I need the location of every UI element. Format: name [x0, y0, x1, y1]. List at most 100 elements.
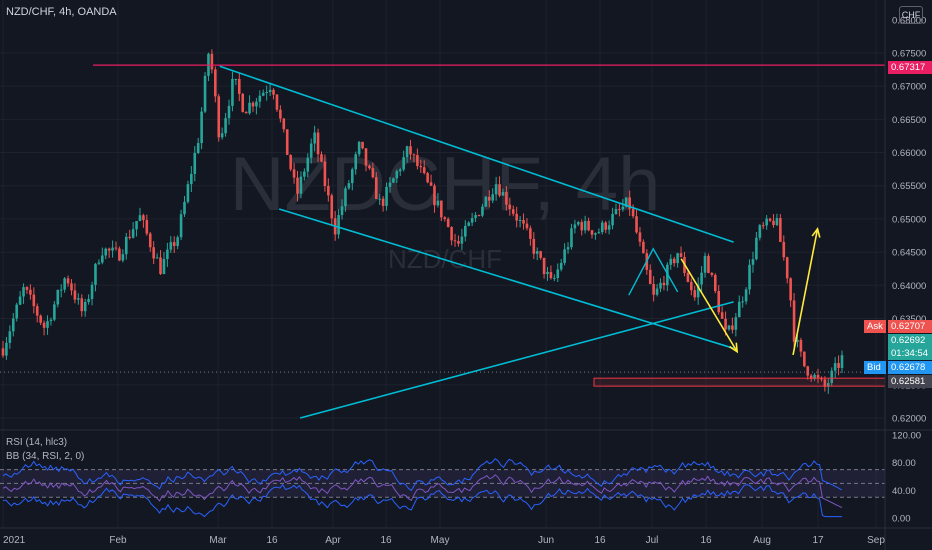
candle-body [806, 366, 810, 376]
candle-body [621, 206, 625, 210]
candle-body [577, 222, 580, 225]
ask-label: Ask [864, 320, 886, 333]
bid-label: Bid [864, 361, 886, 374]
candle-body [90, 284, 94, 299]
candle-body [775, 218, 779, 226]
candle-body [142, 215, 145, 221]
candle-body [405, 146, 409, 158]
candle-body [381, 198, 385, 206]
candle-body [327, 185, 330, 196]
candle-body [361, 141, 364, 149]
candle-body [49, 319, 53, 322]
x-tick-label: Sep [867, 535, 885, 546]
candle-body [508, 204, 512, 210]
candle-body [323, 161, 327, 186]
candle-body [505, 192, 508, 205]
candle-body [618, 209, 621, 211]
candle-body [350, 169, 354, 184]
candle-body [556, 269, 560, 278]
candle-body [309, 143, 313, 158]
candle-body [511, 209, 515, 214]
rsi-tick-label: 40.00 [892, 486, 916, 497]
candle-body [464, 225, 467, 237]
candle-body [553, 277, 556, 279]
candle-body [597, 232, 601, 234]
candle-body [755, 237, 758, 260]
candle-body [470, 218, 474, 223]
y-tick-label: 0.66000 [892, 148, 926, 159]
candle-body [624, 197, 628, 207]
support-zone [593, 377, 886, 387]
candle-body [152, 247, 155, 259]
candle-body [590, 230, 594, 235]
candle-body [669, 258, 673, 265]
candle-body [111, 247, 114, 251]
rsi-tick-label: 80.00 [892, 458, 916, 469]
candle-body [587, 220, 590, 231]
candle-body [611, 213, 614, 226]
candle-body [392, 178, 395, 183]
candle-body [713, 274, 717, 292]
candle-body [193, 152, 197, 174]
x-tick-label: Jun [538, 535, 554, 546]
candle-body [707, 255, 710, 273]
candle-body [186, 184, 190, 202]
candle-body [183, 201, 186, 215]
candle-body [292, 169, 296, 178]
candle-body [364, 148, 368, 166]
currency-button[interactable]: CHF [899, 6, 923, 24]
candle-body [224, 118, 227, 134]
candle-body [816, 374, 820, 378]
candle-body [107, 248, 111, 251]
candle-body [765, 218, 768, 226]
arrow-head [729, 342, 739, 354]
y-tick-label: 0.68000 [892, 15, 926, 26]
candle-body [261, 92, 265, 96]
x-tick-label: 17 [812, 535, 824, 546]
support-price-tag: 0.62581 [888, 375, 932, 388]
candle-body [614, 209, 618, 214]
candle-body [251, 102, 255, 107]
candle-body [484, 196, 488, 207]
candle-body [837, 363, 840, 368]
candle-body [457, 241, 460, 244]
candle-body [532, 238, 536, 254]
candle-body [731, 325, 734, 330]
candle-body [542, 257, 546, 275]
candle-body [566, 247, 570, 250]
candle-body [494, 184, 498, 195]
candle-body [231, 78, 234, 106]
candle-body [426, 173, 429, 183]
projection-arrow-down [680, 258, 738, 353]
candle-body [761, 225, 765, 227]
candle-body [659, 282, 662, 289]
x-tick-label: 16 [594, 535, 606, 546]
candle-body [285, 129, 289, 155]
candle-body [477, 215, 481, 217]
candle-body [166, 249, 169, 260]
x-tick-label: 2021 [3, 535, 26, 546]
candle-body [648, 269, 652, 284]
candle-body [385, 186, 388, 206]
candle-body [244, 111, 248, 114]
candle-body [320, 154, 323, 162]
candle-body [128, 236, 132, 238]
candle-body [789, 278, 792, 301]
candle-body [22, 287, 25, 297]
candle-body [344, 188, 347, 207]
chart-title: NZD/CHF, 4h, OANDA [6, 6, 117, 18]
candle-body [330, 195, 334, 219]
candle-body [87, 298, 90, 302]
bb-legend[interactable]: BB (34, RSI, 2, 0) [6, 451, 85, 462]
candle-body [741, 301, 744, 303]
candle-body [583, 220, 587, 231]
candle-body [124, 236, 128, 255]
rsi-legend[interactable]: RSI (14, hlc3) [6, 437, 68, 448]
candle-body [15, 304, 18, 319]
candle-body [498, 184, 501, 196]
candle-body [282, 118, 286, 130]
candle-body [638, 232, 642, 242]
candles-layer [1, 49, 844, 394]
